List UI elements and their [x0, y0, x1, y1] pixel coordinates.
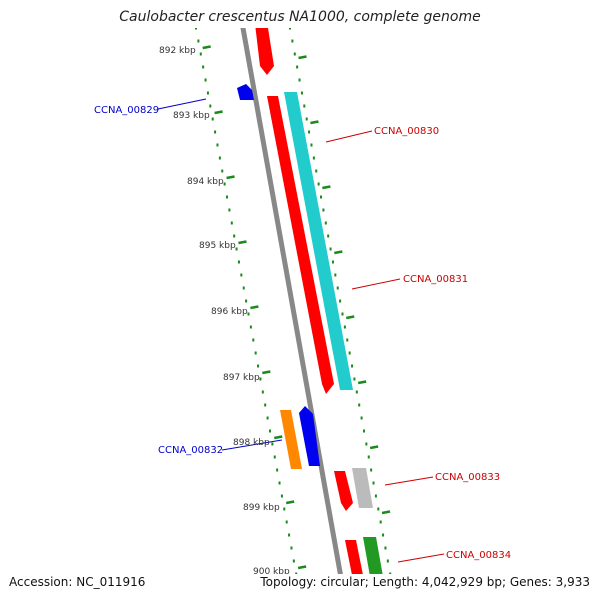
gene-ccna-00833[interactable] — [334, 471, 353, 511]
leader-ccna-00831 — [351, 278, 401, 290]
gene-red-top[interactable] — [251, 0, 274, 75]
kbp-label-895: 895 kbp — [199, 241, 236, 251]
major-tick-right — [310, 120, 319, 125]
major-tick-left — [238, 240, 247, 245]
leader-ccna-00830 — [325, 130, 373, 143]
kbp-label-899: 899 kbp — [243, 503, 280, 513]
gene-ccna-00832[interactable] — [299, 406, 320, 466]
ruler-dots-right — [289, 28, 392, 574]
major-tick-right — [357, 380, 367, 385]
kbp-ticks — [202, 45, 391, 570]
gene-gray[interactable] — [352, 468, 373, 508]
kbp-label-897: 897 kbp — [223, 373, 260, 383]
label-ccna-00833[interactable]: CCNA_00833 — [435, 472, 500, 483]
gene-orange[interactable] — [280, 410, 302, 469]
gene-ccna-00834[interactable] — [345, 540, 370, 600]
major-tick-left — [250, 305, 259, 310]
ruler-dots — [195, 28, 392, 574]
major-tick-right — [381, 510, 391, 515]
ruler-dots-left — [195, 28, 298, 574]
major-tick-right — [346, 315, 355, 320]
genome-backbone — [240, 28, 343, 574]
major-tick-left — [262, 370, 271, 375]
major-tick-left — [274, 435, 283, 440]
leader-ccna-00829 — [157, 98, 207, 110]
major-tick-right — [298, 55, 307, 60]
major-tick-left — [285, 500, 295, 505]
map-title: Caulobacter crescentus NA1000, complete … — [119, 9, 481, 25]
gene-ccna-00829[interactable] — [237, 84, 254, 100]
label-ccna-00832[interactable]: CCNA_00832 — [158, 445, 223, 456]
major-tick-left — [226, 175, 235, 180]
major-tick-right — [322, 185, 331, 190]
leader-ccna-00832 — [221, 439, 283, 451]
major-tick-left — [214, 110, 223, 115]
genome-summary: Topology: circular; Length: 4,042,929 bp… — [260, 575, 590, 589]
kbp-label-894: 894 kbp — [187, 177, 224, 187]
kbp-label-898: 898 kbp — [233, 438, 270, 448]
label-ccna-00829[interactable]: CCNA_00829 — [94, 105, 159, 116]
major-tick-left — [297, 565, 307, 570]
kbp-label-900: 900 kbp — [253, 567, 290, 577]
gene-ccna-00830[interactable] — [267, 96, 334, 394]
gene-green[interactable] — [363, 537, 389, 600]
label-ccna-00834[interactable]: CCNA_00834 — [446, 550, 511, 561]
kbp-label-896: 896 kbp — [211, 307, 248, 317]
label-ccna-00831[interactable]: CCNA_00831 — [403, 274, 468, 285]
leader-ccna-00834 — [397, 553, 445, 563]
major-tick-left — [202, 45, 211, 50]
kbp-label-892: 892 kbp — [159, 46, 196, 56]
gene-ccna-00831[interactable] — [284, 92, 353, 390]
major-tick-right — [334, 250, 343, 255]
accession-label: Accession: NC_011916 — [9, 575, 146, 589]
kbp-label-893: 893 kbp — [173, 111, 210, 121]
major-tick-right — [369, 445, 379, 450]
leader-ccna-00833 — [384, 476, 434, 486]
label-ccna-00830[interactable]: CCNA_00830 — [374, 126, 439, 137]
